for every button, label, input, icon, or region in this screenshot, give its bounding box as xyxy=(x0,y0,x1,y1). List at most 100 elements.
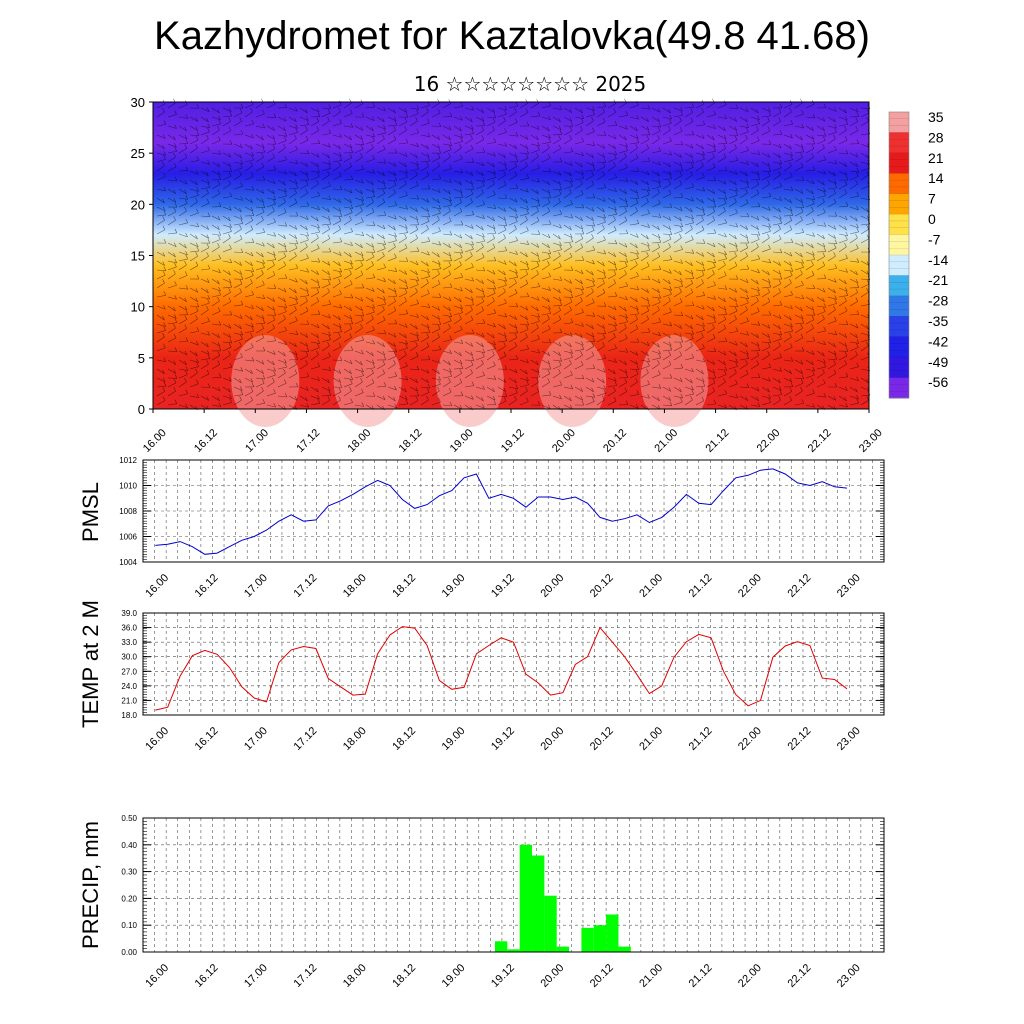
wind-barb xyxy=(750,364,759,370)
wind-barb xyxy=(618,206,628,208)
wind-barb-flag xyxy=(712,135,715,141)
wind-barb xyxy=(739,247,749,253)
wind-barb xyxy=(442,204,452,208)
wind-barb-flag xyxy=(767,171,771,177)
wind-barb-flag xyxy=(537,257,541,262)
wind-barb xyxy=(321,174,330,181)
wind-barb-flag xyxy=(327,324,330,330)
wind-barb-flag xyxy=(702,210,706,215)
wind-barb-flag xyxy=(206,171,209,177)
wind-barb xyxy=(783,330,793,334)
wind-barb-flag xyxy=(383,277,386,282)
wind-barb-flag xyxy=(558,251,561,257)
wind-barb xyxy=(860,323,869,330)
wind-barb xyxy=(178,393,188,397)
wind-barb xyxy=(277,179,286,186)
wind-barb-flag xyxy=(834,278,837,283)
wind-barb xyxy=(783,251,793,257)
wind-barb xyxy=(266,287,277,289)
wind-barb-flag xyxy=(503,225,507,231)
wind-barb-flag xyxy=(360,297,364,302)
wind-barb-flag xyxy=(383,295,386,301)
wind-barb-flag xyxy=(768,167,772,172)
wind-barb-flag xyxy=(448,99,452,104)
wind-barb-flag xyxy=(712,198,716,203)
wind-barb-flag xyxy=(173,333,177,339)
wind-barb xyxy=(497,143,507,147)
wind-barb xyxy=(398,313,408,316)
wind-barb xyxy=(838,404,848,408)
wind-barb xyxy=(332,293,342,298)
wind-barb xyxy=(761,332,770,338)
wind-barb xyxy=(563,233,573,238)
wind-barb-flag xyxy=(305,342,309,347)
wind-barb xyxy=(750,161,759,168)
wind-barb xyxy=(156,368,165,375)
wind-barb xyxy=(585,323,594,330)
wind-barb xyxy=(442,179,452,184)
wind-barb xyxy=(453,141,463,145)
wind-barb xyxy=(596,269,606,274)
wind-barb xyxy=(530,197,540,202)
wind-barb xyxy=(761,230,771,235)
wind-barb xyxy=(739,296,749,300)
wind-barb-flag xyxy=(558,234,561,240)
wind-barb xyxy=(508,188,518,190)
wind-barb xyxy=(640,287,649,293)
wind-barb-flag xyxy=(767,126,771,131)
wind-barb-flag xyxy=(514,289,518,294)
wind-barb-flag xyxy=(240,334,243,340)
wind-barb-flag xyxy=(317,139,321,144)
wind-barb xyxy=(497,161,507,166)
wind-barb-flag xyxy=(745,278,749,283)
wind-barb-flag xyxy=(350,375,354,380)
wind-barb-flag xyxy=(349,333,352,338)
wind-barb-flag xyxy=(492,125,495,131)
warm-anomaly xyxy=(333,335,402,427)
wind-barb-flag xyxy=(394,232,397,237)
wind-barb xyxy=(618,179,628,182)
wind-barb xyxy=(277,372,286,379)
wind-barb xyxy=(211,193,220,199)
wind-barb xyxy=(706,102,715,109)
wind-barb xyxy=(464,193,474,199)
wind-barb-flag xyxy=(250,172,254,177)
wind-barb xyxy=(629,373,639,379)
wind-barb xyxy=(750,170,760,176)
wind-barb-flag xyxy=(801,123,805,129)
wind-barb-flag xyxy=(570,318,574,323)
wind-barb-flag xyxy=(426,152,430,157)
wind-barb xyxy=(508,134,518,137)
wind-barb xyxy=(574,161,583,168)
wind-barb xyxy=(310,195,320,199)
wind-barb xyxy=(541,359,551,365)
wind-barb-flag xyxy=(657,127,661,132)
wind-barb-flag xyxy=(272,297,276,302)
wind-barb-flag xyxy=(449,401,453,407)
wind-barb-flag xyxy=(801,228,805,233)
wind-barb-flag xyxy=(294,117,297,123)
wind-barb-flag xyxy=(657,108,661,113)
wind-barb xyxy=(673,291,682,298)
wind-barb-flag xyxy=(767,162,771,167)
wind-barb-flag xyxy=(482,232,485,238)
wind-barb xyxy=(167,242,177,247)
wind-barb xyxy=(552,372,561,379)
wind-barb xyxy=(563,185,573,190)
wind-barb-flag xyxy=(515,157,519,162)
wind-barb-flag xyxy=(536,243,540,248)
wind-barb-flag xyxy=(592,221,596,227)
wind-barb xyxy=(310,161,319,168)
wind-barb xyxy=(629,296,638,303)
wind-barb xyxy=(530,102,539,109)
wind-barb-flag xyxy=(602,269,606,274)
wind-barb-flag xyxy=(426,217,430,222)
wind-barb-flag xyxy=(624,368,628,374)
wind-barb-flag xyxy=(492,279,495,284)
wind-barb-flag xyxy=(185,403,188,408)
wind-barb-flag xyxy=(305,242,308,248)
wind-barb xyxy=(651,256,660,262)
wind-barb-flag xyxy=(207,146,210,151)
wind-barb xyxy=(816,287,826,293)
wind-barb xyxy=(310,341,320,344)
